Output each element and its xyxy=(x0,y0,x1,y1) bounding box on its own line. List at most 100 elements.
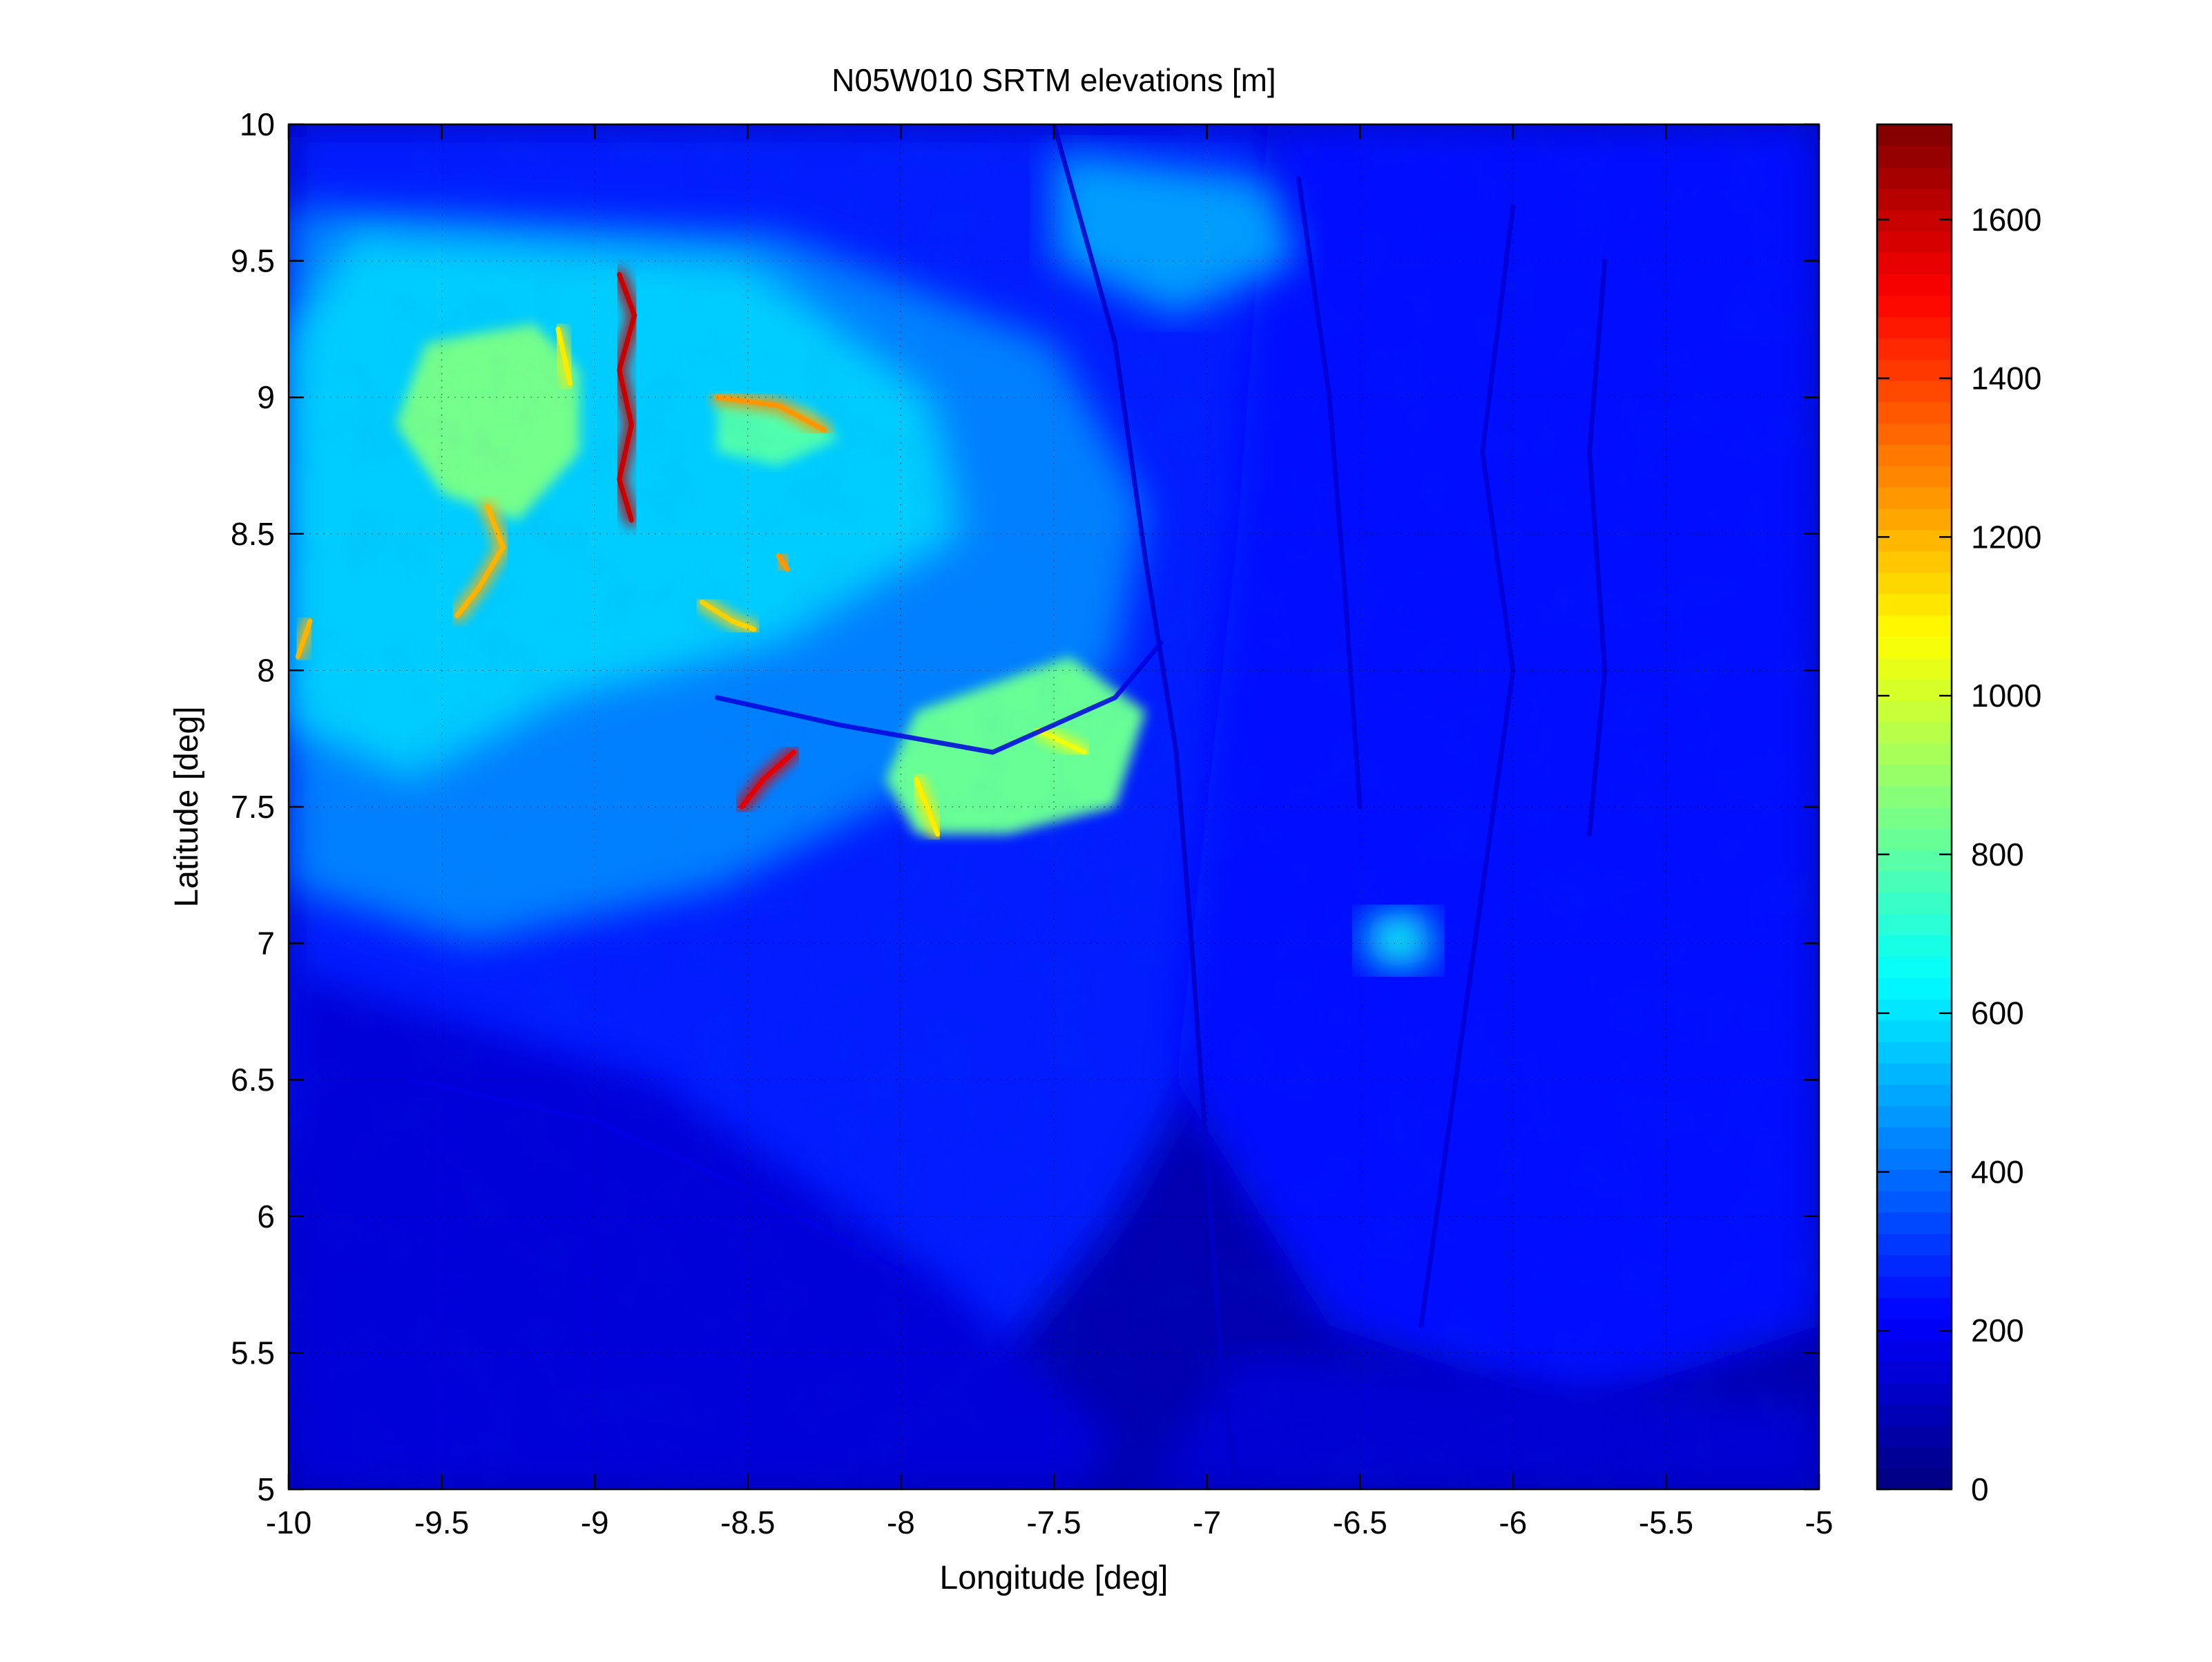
colorbar-band xyxy=(1877,124,1952,146)
colorbar-band xyxy=(1877,1105,1952,1127)
colorbar-band xyxy=(1877,423,1952,445)
colorbar-band xyxy=(1877,935,1952,957)
colorbar-band xyxy=(1877,274,1952,296)
x-tick-label: -5 xyxy=(1805,1505,1834,1540)
colorbar-band xyxy=(1877,252,1952,274)
colorbar-tick-label: 1600 xyxy=(1971,202,2041,238)
colorbar-band xyxy=(1877,615,1952,637)
colorbar-band xyxy=(1877,145,1952,168)
x-tick-label: -5.5 xyxy=(1639,1505,1693,1540)
colorbar-band xyxy=(1877,295,1952,317)
colorbar-band xyxy=(1877,1468,1952,1490)
colorbar-tick-label: 800 xyxy=(1971,837,2024,872)
y-tick-label: 5.5 xyxy=(231,1335,275,1370)
colorbar-band xyxy=(1877,551,1952,573)
colorbar-band xyxy=(1877,636,1952,658)
colorbar-band xyxy=(1877,977,1952,1000)
colorbar: 0 200 400 600 800 1000 1200 1400 1600 xyxy=(1876,123,2041,1507)
colorbar-band xyxy=(1877,508,1952,531)
colorbar-band xyxy=(1877,401,1952,424)
colorbar-band xyxy=(1877,1254,1952,1277)
colorbar-tick-label: 1000 xyxy=(1971,678,2041,714)
colorbar-band xyxy=(1877,1041,1952,1064)
colorbar-band xyxy=(1877,572,1952,595)
colorbar-gradient xyxy=(1877,124,1952,1490)
colorbar-band xyxy=(1877,1148,1952,1170)
colorbar-band xyxy=(1877,1319,1952,1341)
x-tick-label: -6 xyxy=(1499,1505,1527,1540)
colorbar-band xyxy=(1877,1382,1952,1405)
colorbar-band xyxy=(1877,337,1952,360)
y-tick-label: 7 xyxy=(257,926,275,962)
y-axis-label: Latitude [deg] xyxy=(169,707,205,908)
x-axis-label: Longitude [deg] xyxy=(940,1560,1168,1596)
colorbar-band xyxy=(1877,721,1952,744)
y-tick-label: 9 xyxy=(257,379,275,415)
colorbar-tick-label: 1200 xyxy=(1971,519,2041,555)
colorbar-band xyxy=(1877,913,1952,936)
colorbar-tick-label: 0 xyxy=(1971,1471,1989,1507)
colorbar-band xyxy=(1877,678,1952,701)
chart-title: N05W010 SRTM elevations [m] xyxy=(831,62,1276,98)
colorbar-band xyxy=(1877,231,1952,254)
colorbar-tick-label: 200 xyxy=(1971,1312,2024,1348)
terrain-texture xyxy=(289,124,1819,1489)
colorbar-band xyxy=(1877,1361,1952,1384)
y-tick-label: 8.5 xyxy=(231,516,275,552)
colorbar-band xyxy=(1877,1425,1952,1448)
colorbar-band xyxy=(1877,849,1952,872)
colorbar-band xyxy=(1877,380,1952,403)
y-tick-label: 6.5 xyxy=(231,1062,275,1098)
colorbar-band xyxy=(1877,1233,1952,1256)
colorbar-band xyxy=(1877,870,1952,893)
x-tick-label: -10 xyxy=(266,1505,311,1540)
y-tick-label: 7.5 xyxy=(231,789,275,825)
y-tick-label: 6 xyxy=(257,1198,275,1234)
colorbar-band xyxy=(1877,166,1952,189)
colorbar-band xyxy=(1877,1446,1952,1469)
x-tick-label: -9.5 xyxy=(414,1505,469,1540)
x-tick-label: -7.5 xyxy=(1026,1505,1081,1540)
y-tick-label: 9.5 xyxy=(231,243,275,279)
x-tick-label: -9 xyxy=(581,1505,609,1540)
colorbar-band xyxy=(1877,828,1952,850)
y-tick-label: 5 xyxy=(257,1471,275,1507)
colorbar-band xyxy=(1877,1169,1952,1192)
colorbar-band xyxy=(1877,1404,1952,1426)
colorbar-band xyxy=(1877,1190,1952,1213)
x-tick-label: -6.5 xyxy=(1333,1505,1387,1540)
colorbar-tick-label: 400 xyxy=(1971,1154,2024,1190)
colorbar-band xyxy=(1877,1062,1952,1085)
colorbar-band xyxy=(1877,1084,1952,1107)
colorbar-band xyxy=(1877,764,1952,786)
colorbar-band xyxy=(1877,529,1952,552)
colorbar-band xyxy=(1877,593,1952,615)
colorbar-band xyxy=(1877,1276,1952,1298)
colorbar-band xyxy=(1877,956,1952,978)
colorbar-band xyxy=(1877,700,1952,723)
colorbar-band xyxy=(1877,1212,1952,1234)
colorbar-band xyxy=(1877,444,1952,466)
colorbar-band xyxy=(1877,1020,1952,1042)
colorbar-band xyxy=(1877,998,1952,1021)
colorbar-band xyxy=(1877,466,1952,488)
colorbar-band xyxy=(1877,1339,1952,1362)
colorbar-ticks: 0 200 400 600 800 1000 1200 1400 1600 xyxy=(1877,202,2041,1507)
colorbar-tick-label: 600 xyxy=(1971,995,2024,1031)
x-tick-label: -8.5 xyxy=(720,1505,775,1540)
colorbar-band xyxy=(1877,1297,1952,1319)
colorbar-band xyxy=(1877,316,1952,338)
colorbar-band xyxy=(1877,359,1952,381)
colorbar-band xyxy=(1877,657,1952,680)
y-tick-label: 8 xyxy=(257,652,275,688)
x-tick-label: -7 xyxy=(1193,1505,1221,1540)
colorbar-band xyxy=(1877,807,1952,829)
axis-ticks: -10 -9.5 -9 -8.5 -8 -7.5 -7 -6.5 -6 -5.5 -5 5 5.5 6 6.… xyxy=(231,106,1833,1540)
colorbar-band xyxy=(1877,486,1952,509)
colorbar-tick-label: 1400 xyxy=(1971,361,2041,397)
colorbar-band xyxy=(1877,209,1952,232)
colorbar-band xyxy=(1877,188,1952,211)
y-tick-label: 10 xyxy=(240,106,275,142)
